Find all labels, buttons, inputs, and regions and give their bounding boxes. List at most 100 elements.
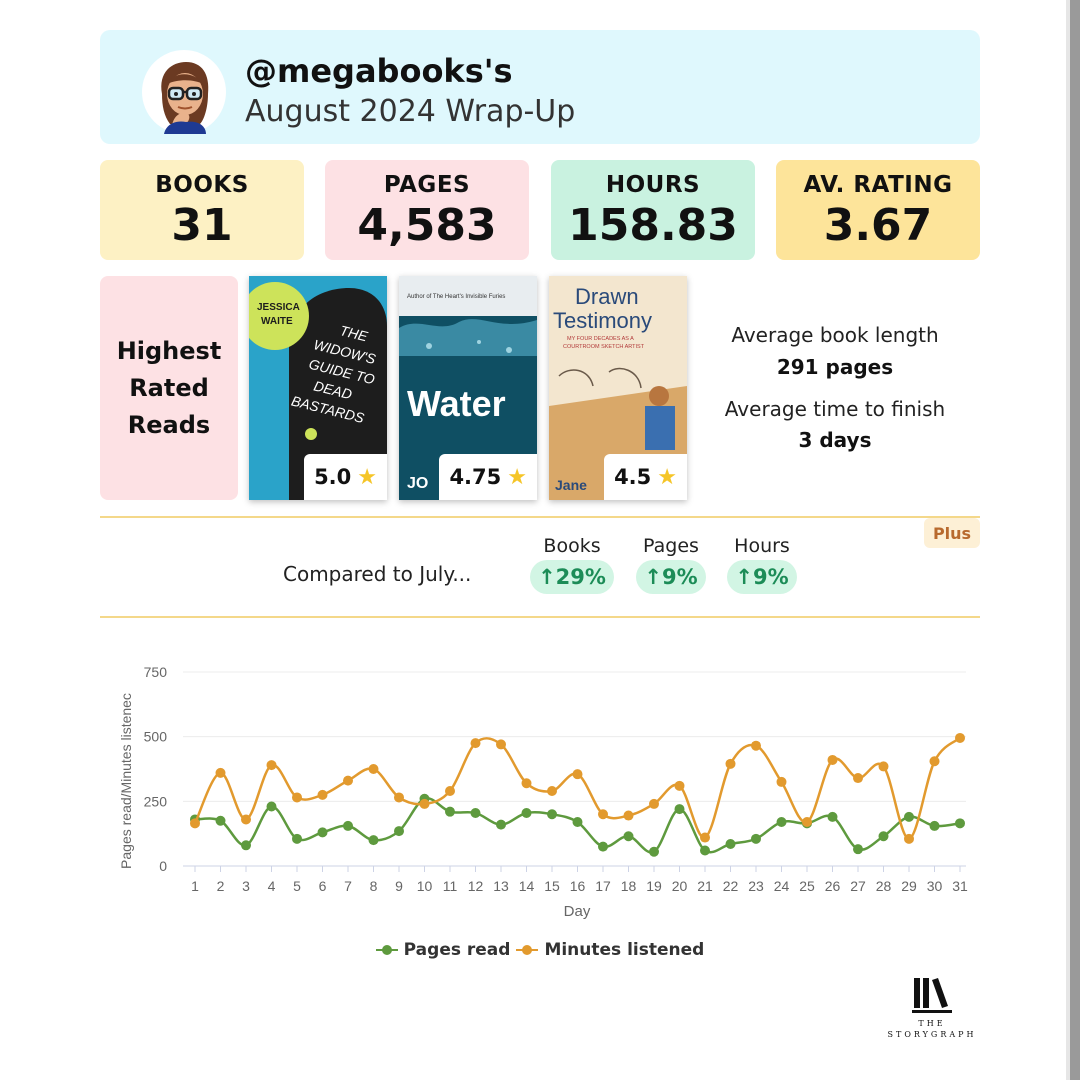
data-point <box>776 776 787 787</box>
svg-text:JO: JO <box>407 475 428 492</box>
data-point <box>572 769 583 780</box>
cover-author: JESSICA <box>257 302 300 313</box>
wrapup-header: @megabooks's August 2024 Wrap-Up <box>100 30 980 144</box>
arrow-up-icon: ↑ <box>644 565 662 589</box>
highest-rated-label-card: Highest Rated Reads <box>100 276 238 500</box>
data-point <box>266 760 277 771</box>
memoji-avatar-icon <box>161 62 209 134</box>
legend-minutes-listened[interactable]: Minutes listened <box>516 940 704 960</box>
window-edge <box>1066 0 1070 1080</box>
x-tick-label: 28 <box>876 878 892 894</box>
x-tick-label: 4 <box>268 878 276 894</box>
average-finish-value: 3 days <box>798 428 872 452</box>
y-tick-label: 500 <box>144 729 168 745</box>
x-tick-label: 10 <box>417 878 433 894</box>
star-icon: ★ <box>657 464 677 490</box>
data-point <box>496 819 506 830</box>
data-point <box>266 801 277 812</box>
highest-rated-label: Highest Rated Reads <box>116 336 222 439</box>
stat-hours: HOURS 158.83 <box>551 160 755 260</box>
data-point <box>241 814 251 825</box>
y-tick-label: 250 <box>144 793 168 809</box>
x-tick-label: 23 <box>748 878 764 894</box>
data-point <box>470 738 481 749</box>
data-point <box>241 840 251 851</box>
book-cover-water[interactable]: Author of The Heart's Invisible Furies W… <box>399 276 537 500</box>
data-point <box>700 832 710 843</box>
plus-badge[interactable]: Plus <box>924 518 980 548</box>
x-tick-label: 25 <box>799 878 815 894</box>
average-finish-label: Average time to finish <box>724 397 946 421</box>
svg-text:THE: THE <box>338 322 370 344</box>
data-point <box>547 809 557 820</box>
data-point <box>623 831 634 842</box>
data-point <box>368 764 379 774</box>
data-point <box>674 780 685 791</box>
stat-label: HOURS <box>605 172 701 198</box>
data-point <box>853 773 863 784</box>
stat-value: 4,583 <box>357 200 497 251</box>
wrapup-title: August 2024 Wrap-Up <box>245 94 576 129</box>
data-point <box>878 761 889 772</box>
storygraph-logo: THE STORYGRAPH <box>884 978 980 1040</box>
book-rating: 4.75 ★ <box>439 454 537 500</box>
svg-text:MY FOUR DECADES AS A: MY FOUR DECADES AS A <box>567 336 634 342</box>
x-tick-label: 18 <box>621 878 637 894</box>
star-icon: ★ <box>507 464 527 490</box>
data-point <box>827 811 838 822</box>
data-point <box>394 792 404 803</box>
x-tick-label: 22 <box>723 878 739 894</box>
average-length-label: Average book length <box>731 323 939 347</box>
x-tick-label: 3 <box>242 878 250 894</box>
data-point <box>955 732 965 743</box>
x-tick-label: 30 <box>927 878 943 894</box>
data-point <box>674 804 685 815</box>
x-axis-label: Day <box>564 903 591 920</box>
legend-pages-read[interactable]: Pages read <box>375 940 510 960</box>
data-point <box>878 831 889 842</box>
book-cover-drawn-testimony[interactable]: Drawn Testimony MY FOUR DECADES AS A COU… <box>549 276 687 500</box>
x-tick-label: 7 <box>344 878 352 894</box>
y-tick-label: 0 <box>159 858 167 874</box>
rating-value: 4.5 <box>614 465 652 489</box>
x-tick-label: 16 <box>570 878 586 894</box>
average-length-value: 291 pages <box>776 355 894 379</box>
x-tick-label: 20 <box>672 878 688 894</box>
data-point <box>190 818 200 829</box>
x-tick-label: 2 <box>217 878 225 894</box>
data-point <box>955 818 965 829</box>
book-cover-widows-guide[interactable]: JESSICA WAITE THE WIDOW'S GUIDE TO DEAD … <box>249 276 387 500</box>
svg-text:Testimony: Testimony <box>553 308 652 333</box>
x-tick-label: 14 <box>519 878 535 894</box>
x-tick-label: 27 <box>850 878 866 894</box>
x-tick-label: 1 <box>191 878 199 894</box>
y-axis-label: Pages read/Minutes listenec <box>118 693 134 869</box>
x-tick-label: 8 <box>370 878 378 894</box>
star-icon: ★ <box>357 464 377 490</box>
x-tick-label: 24 <box>774 878 790 894</box>
data-point <box>419 798 430 809</box>
scrollbar[interactable] <box>1070 0 1080 1080</box>
x-tick-label: 26 <box>825 878 841 894</box>
data-point <box>929 820 940 831</box>
data-point <box>572 817 583 828</box>
data-point <box>904 833 914 844</box>
data-point <box>317 789 328 800</box>
svg-text:Drawn: Drawn <box>575 284 639 309</box>
compare-pages-pill: ↑ 9% <box>636 560 706 594</box>
data-point <box>904 811 914 822</box>
stat-label: BOOKS <box>155 172 249 198</box>
stat-label: AV. RATING <box>803 172 953 198</box>
data-point <box>215 815 226 826</box>
rating-value: 4.75 <box>449 465 502 489</box>
data-point <box>292 833 302 844</box>
data-point <box>470 807 481 818</box>
x-tick-label: 11 <box>443 878 458 894</box>
user-handle: @megabooks's <box>245 52 513 90</box>
data-point <box>725 758 736 769</box>
x-tick-label: 19 <box>646 878 662 894</box>
x-tick-label: 29 <box>901 878 917 894</box>
data-point <box>521 778 532 789</box>
data-point <box>343 820 353 831</box>
